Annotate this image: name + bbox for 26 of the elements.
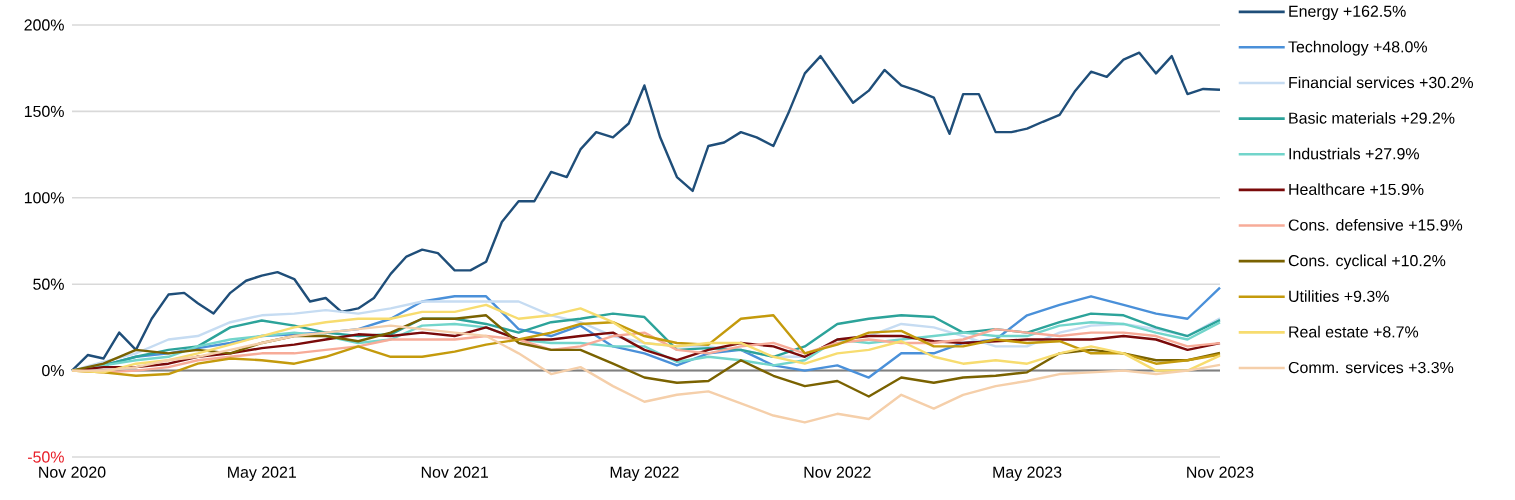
x-tick-label: Nov 2022 xyxy=(804,466,871,478)
x-tick-label: May 2023 xyxy=(993,466,1062,481)
y-tick-label: 0% xyxy=(42,364,64,377)
x-tick-label: Nov 2021 xyxy=(421,466,488,478)
legend-label: Real estate +8.7% xyxy=(1289,325,1419,338)
legend-label: Industrials +27.9% xyxy=(1289,147,1419,160)
line-series xyxy=(70,324,1222,424)
x-tick-label: Nov 2020 xyxy=(39,466,106,478)
legend-label: Cons. cyclical +10.2% xyxy=(1288,254,1446,270)
x-tick-label: May 2021 xyxy=(228,466,296,481)
legend-label: Cons. defensive +15.9% xyxy=(1288,218,1463,231)
y-tick-label: 50% xyxy=(33,278,64,290)
y-tick-label: -50% xyxy=(27,451,64,463)
y-tick-label: 100% xyxy=(24,192,64,204)
legend-label: Basic materials +29.2% xyxy=(1289,112,1455,124)
legend-label: Healthcare +15.9% xyxy=(1289,183,1424,196)
y-tick-label: 200% xyxy=(24,19,64,31)
legend-label: Comm. services +3.3% xyxy=(1288,361,1454,374)
x-tick-label: Nov 2023 xyxy=(1187,466,1254,478)
x-tick-label: May 2022 xyxy=(610,466,679,481)
legend-label: Energy +162.5% xyxy=(1289,5,1406,21)
legend-label: Financial services +30.2% xyxy=(1289,76,1474,89)
legend-label: Technology +48.0% xyxy=(1288,40,1427,56)
y-tick-label: 150% xyxy=(24,105,64,118)
legend-label: Utilities +9.3% xyxy=(1289,290,1389,302)
line-series xyxy=(70,51,1222,372)
